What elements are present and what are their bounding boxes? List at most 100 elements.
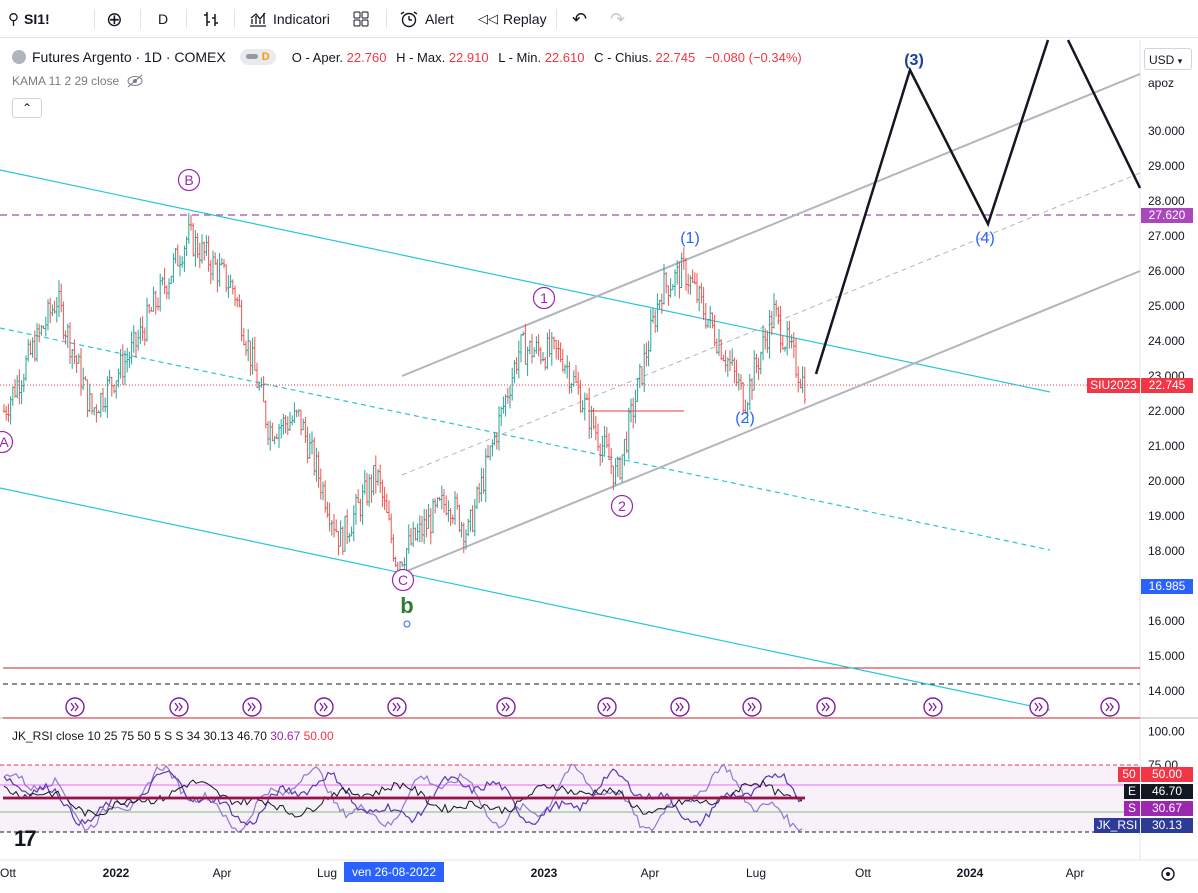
price-tick: 28.000 (1148, 194, 1185, 208)
rsi-badge-46: 46.70 (1141, 784, 1193, 799)
wave-label-(4)[interactable]: (4) (975, 230, 995, 247)
open-value: 22.760 (346, 49, 387, 65)
symbol-label: SI1! (24, 11, 50, 27)
event-marker-icon[interactable] (314, 697, 334, 717)
chevron-down-icon: ▾ (1177, 56, 1183, 66)
event-marker-icon[interactable] (923, 697, 943, 717)
replay-label: Replay (503, 11, 547, 27)
price-tick: 24.000 (1148, 334, 1185, 348)
symbol-search-button[interactable]: ⚲ SI1! (8, 7, 50, 31)
alert-label: Alert (425, 11, 454, 27)
alarm-clock-icon (400, 11, 418, 28)
low-label: L - Min. (498, 49, 542, 65)
price-bars (2, 213, 806, 579)
toolbar-divider (234, 9, 235, 29)
eye-hidden-icon[interactable] (125, 74, 145, 88)
wave-label-A[interactable]: A (0, 430, 14, 454)
rsi-badge-tag-jk: JK_RSI (1094, 818, 1140, 833)
wave-label-1[interactable]: 1 (532, 286, 556, 310)
close-value: 22.745 (655, 49, 696, 65)
market-status-badge[interactable]: D (239, 49, 276, 65)
rsi-legend-name: JK_RSI close 10 25 75 50 5 S S 34 (12, 729, 201, 743)
wave-label-2[interactable]: 2 (610, 494, 634, 518)
wave-projection-path[interactable] (814, 39, 1050, 375)
interval-button[interactable]: D (158, 7, 168, 31)
time-tick: Ott (855, 866, 872, 880)
rsi-legend-value-4: 50.00 (303, 729, 334, 743)
price-axis-ticks: 30.000 29.000 28.000 27.000 26.000 25.000 24.0… (1148, 124, 1185, 698)
search-icon: ⚲ (8, 11, 19, 28)
event-marker-icon[interactable] (387, 697, 407, 717)
event-marker-icon[interactable] (65, 697, 85, 717)
scale-mode-label[interactable]: apoz (1144, 74, 1192, 92)
kama-legend[interactable]: KAMA 11 2 29 close (12, 74, 145, 88)
alert-button[interactable]: Alert (399, 7, 454, 31)
wave-projection-path-5[interactable] (1066, 39, 1142, 189)
crosshair-date-badge: ven 26-08-2022 (344, 862, 444, 882)
toolbar-divider (140, 9, 141, 29)
interval-label: D (158, 11, 169, 27)
currency-selector[interactable]: USD ▾ (1144, 48, 1192, 70)
event-marker-icon[interactable] (169, 697, 189, 717)
undo-button[interactable]: ↶ (572, 7, 592, 31)
currency-label: USD (1149, 53, 1175, 67)
event-marker-icon[interactable] (496, 697, 516, 717)
event-marker-icon[interactable] (597, 697, 617, 717)
price-bar (803, 366, 806, 404)
toolbar-divider (556, 9, 557, 29)
bar-chart-type-icon (204, 12, 218, 26)
time-axis-labels: Ott 2022 Apr Lug 2023 Apr Lug Ott 2024 Apr (0, 866, 1084, 880)
event-marker-icon[interactable] (1100, 697, 1120, 717)
chart-type-button[interactable] (202, 7, 220, 31)
price-tick: 22.000 (1148, 404, 1185, 418)
ascending-channel-lower[interactable] (401, 270, 1141, 574)
wave-label-C[interactable]: C (391, 568, 415, 592)
replay-button[interactable]: ◁◁ Replay (478, 7, 547, 31)
price-tick: 20.000 (1148, 474, 1185, 488)
settings-gear[interactable] (1161, 867, 1175, 881)
wave-label-b[interactable]: b (400, 593, 413, 618)
wave-marker-dot (403, 620, 411, 628)
channel-upper-line[interactable] (0, 169, 1051, 393)
change-value: −0.080 (−0.34%) (704, 49, 802, 65)
wave-label-B[interactable]: B (177, 168, 201, 192)
price-tick: 19.000 (1148, 509, 1185, 523)
wave-label-(1)[interactable]: (1) (680, 230, 700, 247)
ascending-channel-mid[interactable] (401, 172, 1141, 476)
symbol-badge-label: SIU2023 (1087, 378, 1140, 393)
channel-lower-line[interactable] (0, 487, 1051, 711)
delay-badge: D (261, 51, 270, 63)
event-marker-icon[interactable] (816, 697, 836, 717)
event-marker-icon[interactable] (742, 697, 762, 717)
high-label: H - Max. (396, 49, 446, 65)
collapse-legend-button[interactable]: ⌃ (12, 98, 42, 118)
channel-mid-line[interactable] (0, 327, 1051, 551)
event-marker-icon[interactable] (1029, 697, 1049, 717)
redo-button[interactable]: ↷ (610, 7, 630, 31)
price-tick: 29.000 (1148, 159, 1185, 173)
symbol-title[interactable]: Futures Argento · 1D · COMEX (32, 49, 226, 65)
price-tick: 27.000 (1148, 229, 1185, 243)
layouts-button[interactable] (352, 7, 370, 31)
rsi-series-line (3, 779, 803, 818)
open-label: O - Aper. (291, 49, 344, 65)
symbol-logo-icon (12, 50, 26, 64)
wave-label-(3)[interactable]: (3) (904, 52, 924, 69)
chart-canvas[interactable]: B C 1 2 (1) (2) (3) (4) b A 30.000 29.000… (0, 38, 1198, 893)
indicators-button[interactable]: Indicatori (248, 7, 330, 31)
time-tick: 2022 (103, 866, 130, 880)
rsi-badge-tag-50: 50 (1118, 767, 1140, 782)
event-marker-icon[interactable] (670, 697, 690, 717)
rsi-legend[interactable]: JK_RSI close 10 25 75 50 5 S S 34 30.13 … (12, 729, 334, 743)
rsi-badge-tag-S: S (1124, 801, 1140, 816)
compare-button[interactable]: ⊕ (106, 7, 128, 31)
main-pane[interactable] (0, 40, 1140, 718)
rsi-tick: 100.00 (1148, 725, 1185, 739)
event-marker-icon[interactable] (242, 697, 262, 717)
svg-text:1: 1 (540, 290, 548, 306)
indicators-icon (250, 12, 266, 27)
level-badge-16985: 16.985 (1141, 579, 1193, 594)
high-value: 22.910 (448, 49, 489, 65)
wave-label-(2)[interactable]: (2) (735, 410, 755, 427)
